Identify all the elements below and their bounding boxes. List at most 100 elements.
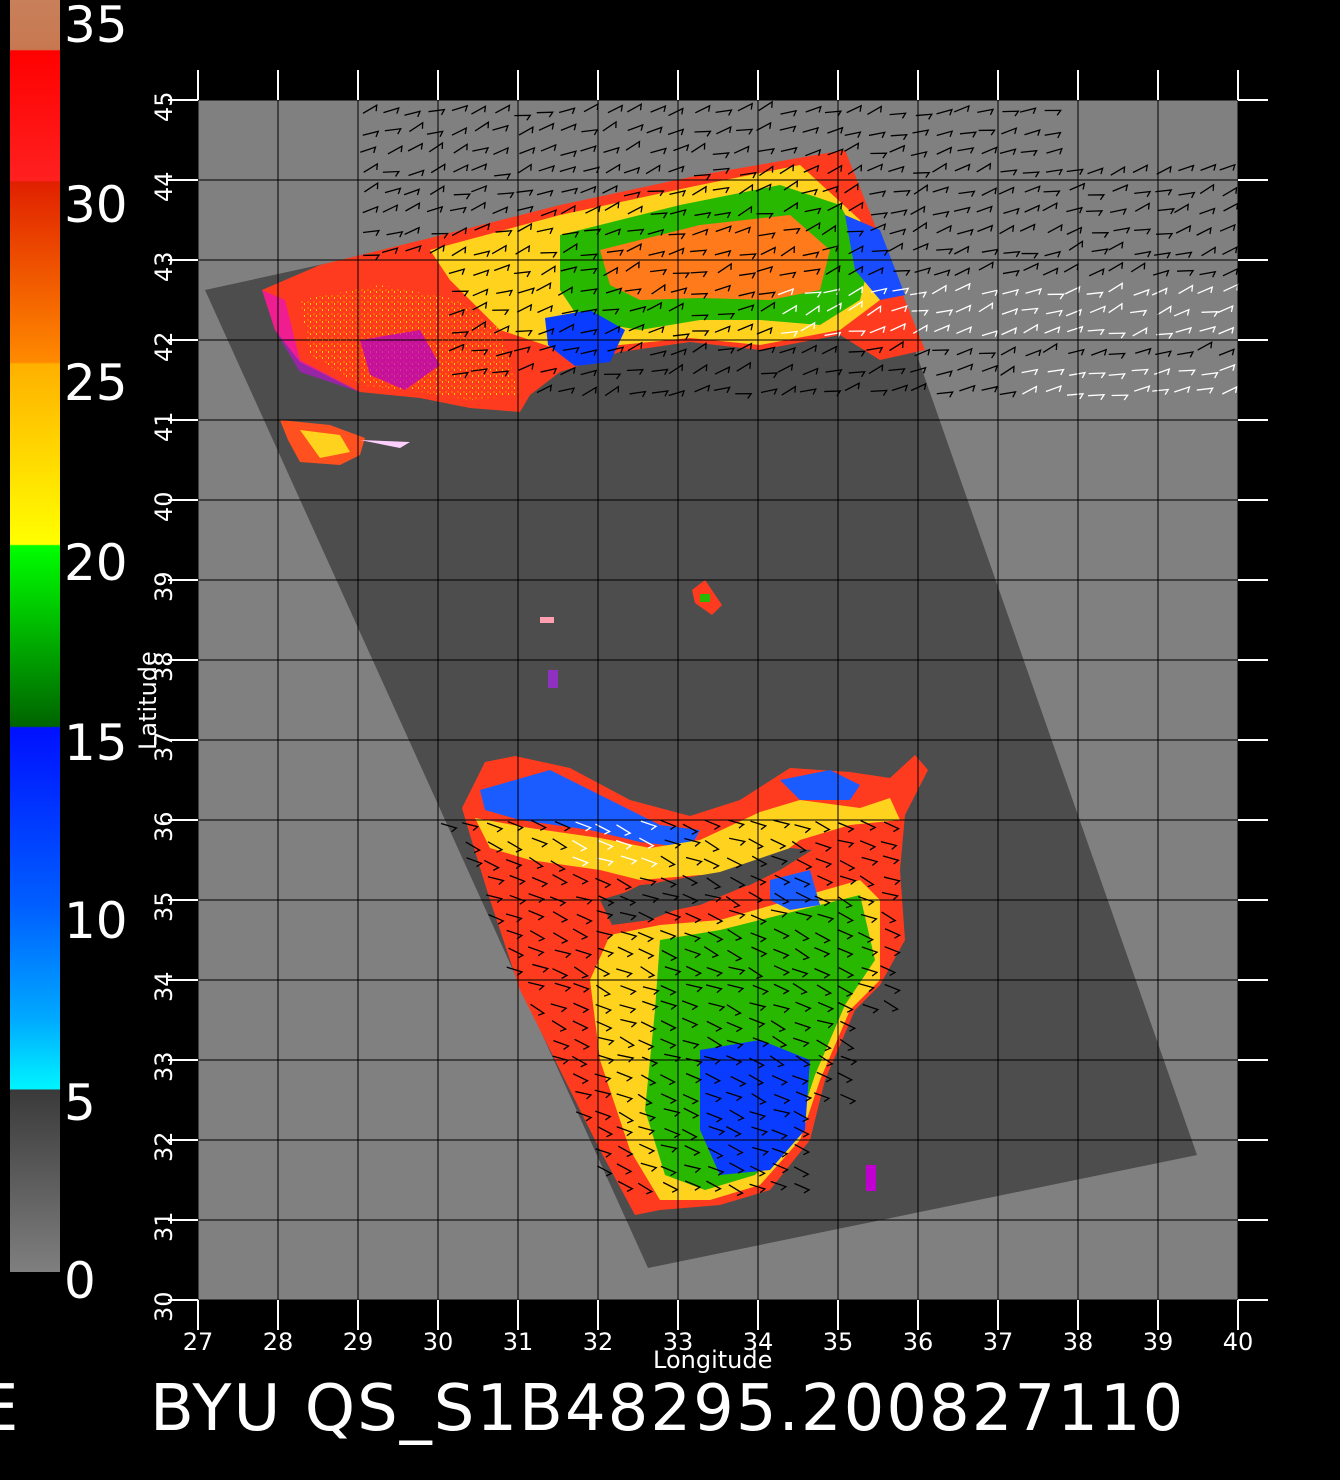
wind-barb bbox=[668, 302, 684, 312]
wind-barb bbox=[750, 932, 767, 943]
wind-barb bbox=[603, 266, 619, 277]
wind-barb bbox=[528, 893, 546, 903]
wind-barb bbox=[749, 1165, 767, 1177]
colorbar-tick-5: 5 bbox=[64, 1074, 96, 1132]
wind-barb bbox=[954, 163, 971, 172]
wind-barb bbox=[881, 911, 897, 924]
wind-barb bbox=[662, 1181, 679, 1193]
wind-barb bbox=[642, 1000, 659, 1011]
wind-barb bbox=[660, 1074, 676, 1086]
wind-barb bbox=[815, 932, 831, 944]
wind-barb bbox=[1001, 327, 1018, 336]
wind-barb bbox=[1218, 326, 1235, 335]
wind-barb bbox=[931, 284, 947, 295]
wind-barb bbox=[840, 1055, 858, 1066]
wind-barb bbox=[639, 837, 655, 849]
wind-barb bbox=[1088, 372, 1106, 379]
wind-barb bbox=[936, 146, 953, 155]
wind-barb bbox=[981, 289, 999, 297]
wind-barb bbox=[560, 150, 578, 158]
wind-barb bbox=[381, 247, 399, 255]
wind-barb bbox=[825, 369, 843, 376]
wind-barb bbox=[827, 126, 844, 134]
wind-barb bbox=[953, 104, 970, 113]
wind-barb bbox=[1108, 352, 1126, 359]
wind-barb bbox=[552, 838, 568, 851]
wind-barb bbox=[726, 857, 743, 869]
wind-barb bbox=[627, 228, 645, 236]
wind-barb bbox=[848, 350, 866, 357]
wind-barb bbox=[758, 291, 776, 298]
wind-barb bbox=[1110, 165, 1126, 176]
wind-barb bbox=[638, 1039, 655, 1051]
wind-barb bbox=[597, 839, 614, 851]
wind-barb bbox=[685, 912, 702, 924]
wind-barb bbox=[638, 948, 655, 960]
wind-barb bbox=[619, 1004, 637, 1014]
wind-barb bbox=[515, 244, 531, 255]
wind-barb bbox=[805, 105, 822, 113]
wind-barb bbox=[448, 308, 465, 316]
wind-barb bbox=[559, 323, 575, 333]
wind-barb bbox=[667, 128, 685, 136]
wind-barb bbox=[749, 1183, 767, 1194]
wind-barb bbox=[824, 331, 842, 339]
wind-barb bbox=[595, 1003, 613, 1014]
wind-barb bbox=[627, 123, 644, 132]
wind-barb bbox=[1134, 202, 1150, 212]
wind-barb bbox=[909, 291, 928, 298]
wind-barb bbox=[814, 895, 831, 907]
wind-barb bbox=[860, 913, 878, 924]
wind-barb bbox=[859, 875, 875, 888]
wind-barb bbox=[813, 1092, 831, 1103]
lat-tick-35: 35 bbox=[150, 891, 178, 922]
wind-barb bbox=[932, 162, 947, 173]
wind-barb bbox=[516, 303, 533, 313]
wind-barb bbox=[932, 349, 950, 356]
lon-tick-38: 38 bbox=[1062, 1328, 1094, 1356]
wind-barb bbox=[575, 1090, 593, 1100]
wind-barb bbox=[792, 1075, 809, 1085]
wind-barb bbox=[386, 230, 404, 238]
wind-barb bbox=[451, 126, 468, 136]
wind-barb bbox=[1064, 285, 1081, 295]
wind-barb bbox=[682, 1039, 700, 1049]
wind-barb bbox=[866, 346, 884, 354]
wind-barb bbox=[758, 232, 776, 239]
lat-tick-41: 41 bbox=[150, 411, 178, 442]
wind-barb bbox=[780, 109, 798, 117]
swath-gap bbox=[600, 848, 812, 925]
colorbar-tick-15: 15 bbox=[64, 714, 128, 772]
wind-barb bbox=[884, 928, 902, 939]
lake-spot-3 bbox=[548, 670, 558, 688]
wind-barb bbox=[692, 330, 710, 337]
wind-barb bbox=[382, 170, 401, 177]
wind-barb bbox=[844, 142, 860, 152]
wind-barb bbox=[585, 205, 601, 214]
wind-barb bbox=[1020, 149, 1038, 157]
wind-barb bbox=[779, 125, 797, 133]
wind-barb bbox=[1178, 284, 1194, 295]
wind-barb bbox=[492, 309, 510, 316]
wind-barb bbox=[914, 267, 932, 274]
wind-barb bbox=[1021, 307, 1039, 315]
wind-barb bbox=[954, 267, 971, 276]
wind-barb bbox=[620, 855, 638, 865]
wind-barb bbox=[816, 984, 833, 997]
wind-barb bbox=[889, 144, 906, 153]
wind-barb bbox=[773, 1004, 791, 1014]
wind-barb bbox=[620, 1018, 638, 1028]
colorbar-tick-35: 35 bbox=[64, 0, 128, 54]
wind-barb bbox=[861, 946, 879, 957]
wind-barb bbox=[470, 368, 488, 375]
wind-barb bbox=[1019, 107, 1037, 115]
wind-barb bbox=[664, 911, 682, 921]
wind-barb bbox=[681, 1128, 698, 1141]
wind-barb bbox=[999, 148, 1017, 156]
wind-barb bbox=[574, 1038, 591, 1050]
wind-barb bbox=[728, 909, 746, 920]
wind-barb bbox=[602, 120, 617, 132]
wind-barb bbox=[690, 249, 708, 256]
wind-barb bbox=[536, 111, 554, 118]
wind-barb bbox=[870, 223, 887, 232]
